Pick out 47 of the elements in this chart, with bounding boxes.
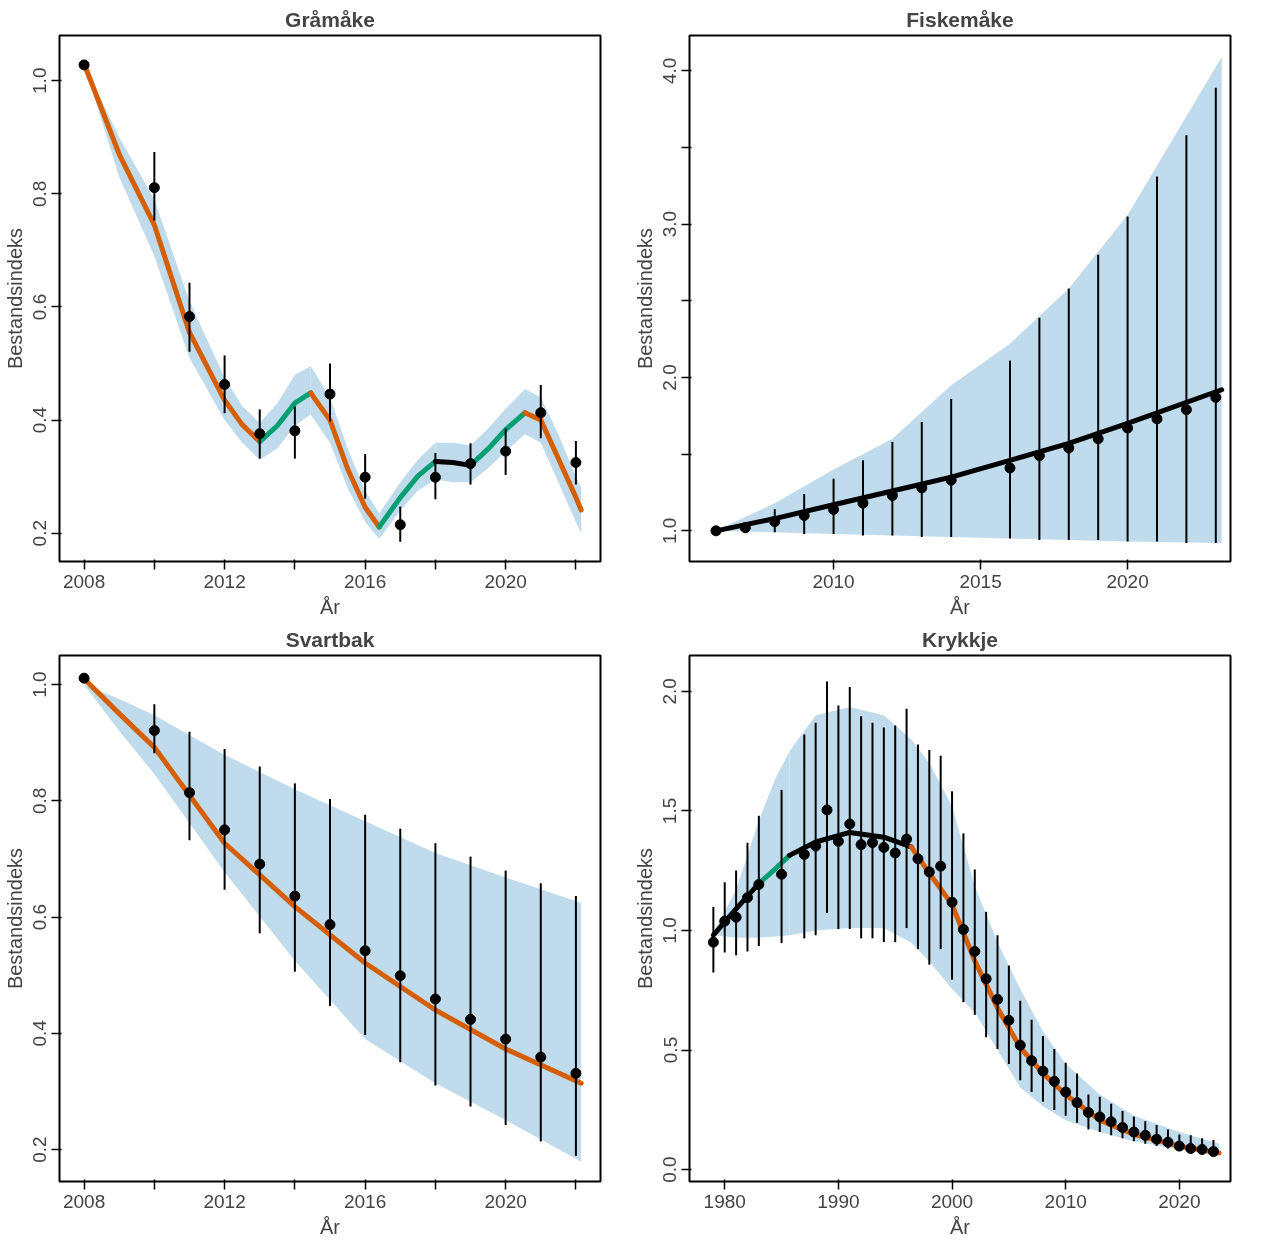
y-tick-label: 2.0: [659, 678, 681, 705]
y-tick-label: 0.8: [29, 180, 51, 208]
x-tick-label: 2020: [1158, 1190, 1201, 1212]
x-tick-label: 2010: [1044, 1190, 1087, 1212]
x-tick-label: 2000: [930, 1190, 974, 1212]
chart-title: Fiskemåke: [906, 7, 1014, 31]
y-tick-label: 1.0: [29, 67, 51, 94]
chart-title: Krykkje: [922, 627, 998, 651]
y-tick-label: 0.4: [29, 1019, 51, 1047]
y-tick-label: 0.2: [29, 1136, 51, 1163]
x-tick-label: 2012: [203, 570, 246, 592]
x-tick-label: 1980: [703, 1190, 746, 1212]
y-tick-label: 0.6: [29, 903, 51, 931]
y-tick-label: 0.6: [29, 293, 51, 321]
y-tick-label: 0.8: [29, 787, 51, 815]
y-tick-label: 0.2: [29, 520, 51, 547]
y-tick-label: 0.4: [29, 406, 51, 434]
x-tick-label: 2008: [62, 570, 106, 592]
y-axis-title: Bestandsindeks: [3, 227, 26, 370]
y-tick-label: 2.0: [659, 364, 681, 391]
x-tick-label: 2016: [344, 1190, 387, 1212]
x-tick-label: 2010: [812, 570, 855, 592]
chart-title: Svartbak: [285, 627, 375, 651]
y-tick-label: 1.0: [29, 671, 51, 698]
y-tick-label: 1.0: [659, 517, 681, 545]
y-axis-title: Bestandsindeks: [3, 847, 26, 990]
x-tick-label: 2016: [344, 570, 387, 592]
x-axis-title: År: [320, 1215, 341, 1238]
x-tick-label: 2008: [62, 1190, 106, 1212]
y-tick-label: 0.0: [659, 1156, 681, 1183]
x-tick-label: 2015: [959, 570, 1002, 592]
x-axis-title: År: [950, 595, 971, 618]
y-tick-label: 0.5: [659, 1036, 681, 1064]
y-tick-label: 3.0: [659, 210, 681, 238]
x-tick-label: 2012: [203, 1190, 246, 1212]
x-tick-label: 2020: [484, 570, 527, 592]
x-tick-label: 2020: [484, 1190, 527, 1212]
x-axis-title: År: [320, 595, 341, 618]
x-tick-label: 2020: [1106, 570, 1149, 592]
x-tick-label: 1990: [817, 1190, 860, 1212]
y-axis-title: Bestandsindeks: [633, 847, 656, 990]
chart-title: Gråmåke: [285, 7, 375, 31]
y-axis-title: Bestandsindeks: [633, 227, 656, 370]
y-tick-label: 4.0: [659, 57, 681, 84]
x-axis-title: År: [950, 1215, 971, 1238]
y-tick-label: 1.0: [659, 917, 681, 944]
y-tick-label: 1.5: [659, 797, 681, 825]
